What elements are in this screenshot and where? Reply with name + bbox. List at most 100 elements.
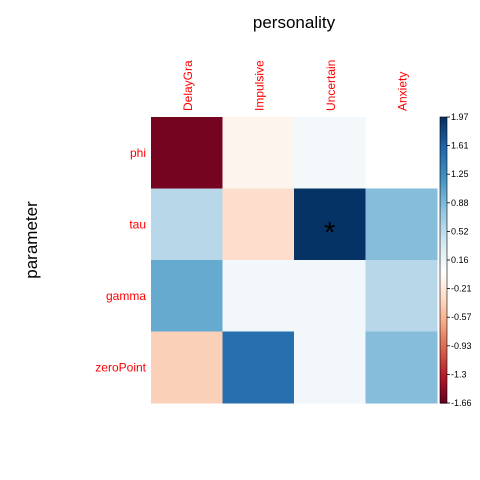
colorbar-ticks: 1.97 1.61 1.25 0.88 0.52 0.16 -0.21 -0.57 -0.93 -… [447,112,472,408]
colorbar-segment [440,212,447,216]
colorbar-tick-label: 1.25 [451,169,469,179]
heatmap-cell [151,331,223,404]
colorbar-segment [440,143,447,147]
heatmap-cells [151,117,438,404]
colorbar-segment [440,117,447,120]
colorbar-segment [440,386,447,390]
colorbar-segment [440,200,447,204]
colorbar-segment [440,119,447,123]
colorbar-segment [440,248,447,252]
colorbar-tick-label: 1.61 [451,141,469,151]
colorbar-segment [440,302,447,306]
colorbar-segment [440,221,447,225]
colorbar-segment [440,217,447,221]
colorbar-segment [440,133,447,137]
colorbar-segment [440,391,447,395]
row-label: phi [130,146,146,160]
colorbar-segment [440,376,447,380]
colorbar-segment [440,147,447,151]
colorbar-tick-label: 1.97 [451,112,469,122]
colorbar-segment [440,255,447,259]
colorbar-segment [440,274,447,278]
colorbar-tick-label: -1.3 [451,369,467,379]
colorbar-segment [440,329,447,333]
colorbar-segment [440,400,447,404]
colorbar-segment [440,231,447,235]
colorbar-segment [440,250,447,254]
colorbar-segment [440,336,447,340]
colorbar-tick-label: 0.88 [451,198,469,208]
colorbar-segment [440,398,447,402]
colorbar-segment [440,290,447,294]
colorbar-segment [440,374,447,378]
heatmap-cell [151,260,223,332]
colorbar-segment [440,262,447,266]
colorbar-segment [440,383,447,387]
colorbar-segment [440,279,447,283]
colorbar-segment [440,155,447,159]
column-label: DelayGra [181,60,195,111]
row-label: gamma [106,289,146,303]
heatmap-cell [294,188,366,261]
colorbar-segment [440,183,447,187]
colorbar-segment [440,202,447,206]
colorbar-segment [440,288,447,292]
colorbar-segment [440,190,447,194]
colorbar-segment [440,260,447,263]
colorbar-segment [440,150,447,154]
colorbar-segment [440,207,447,211]
colorbar-segment [440,131,447,135]
heatmap-cell [365,331,438,404]
colorbar-segment [440,240,447,244]
colorbar-segment [440,138,447,142]
colorbar-segment [440,360,447,364]
cell-annotations: * [324,216,336,249]
chart-title: personality [253,13,336,32]
colorbar-segment [440,324,447,328]
column-label: Anxiety [395,72,409,111]
colorbar-segment [440,352,447,356]
row-labels: phi tau gamma zeroPoint [95,146,146,375]
colorbar-segment [440,312,447,316]
colorbar-segment [440,257,447,261]
colorbar-segment [440,281,447,285]
colorbar-segment [440,362,447,366]
colorbar-segment [440,381,447,385]
colorbar-segment [440,164,447,168]
colorbar-segment [440,379,447,383]
colorbar-tick-label: 0.52 [451,226,469,236]
row-label: zeroPoint [95,360,146,374]
colorbar-segment [440,393,447,397]
colorbar-segment [440,205,447,209]
heatmap-cell [222,117,295,189]
colorbar-segment [440,188,447,192]
colorbar-segment [440,395,447,399]
colorbar-segment [440,121,447,125]
colorbar-segment [440,229,447,232]
colorbar-segment [440,314,447,318]
colorbar-segment [440,238,447,242]
colorbar-segment [440,243,447,247]
colorbar-segment [440,126,447,130]
colorbar-segment [440,198,447,202]
colorbar-segment [440,271,447,275]
colorbar-segment [440,171,447,175]
heatmap-cell [294,117,366,189]
colorbar-segment [440,145,447,149]
colorbar-tick-label: -0.21 [451,284,472,294]
colorbar-segment [440,193,447,197]
colorbar-segment [440,178,447,182]
heatmap-cell [365,188,438,261]
colorbar-segment [440,152,447,156]
heatmap-cell [365,117,438,189]
colorbar-segment [440,348,447,352]
column-label: Uncertain [324,60,338,111]
colorbar-segment [440,367,447,371]
colorbar-segment [440,236,447,240]
colorbar [439,116,448,404]
heatmap-cell [365,260,438,332]
colorbar-segment [440,219,447,223]
column-label: Impulsive [252,60,266,111]
colorbar-segment [440,317,447,321]
